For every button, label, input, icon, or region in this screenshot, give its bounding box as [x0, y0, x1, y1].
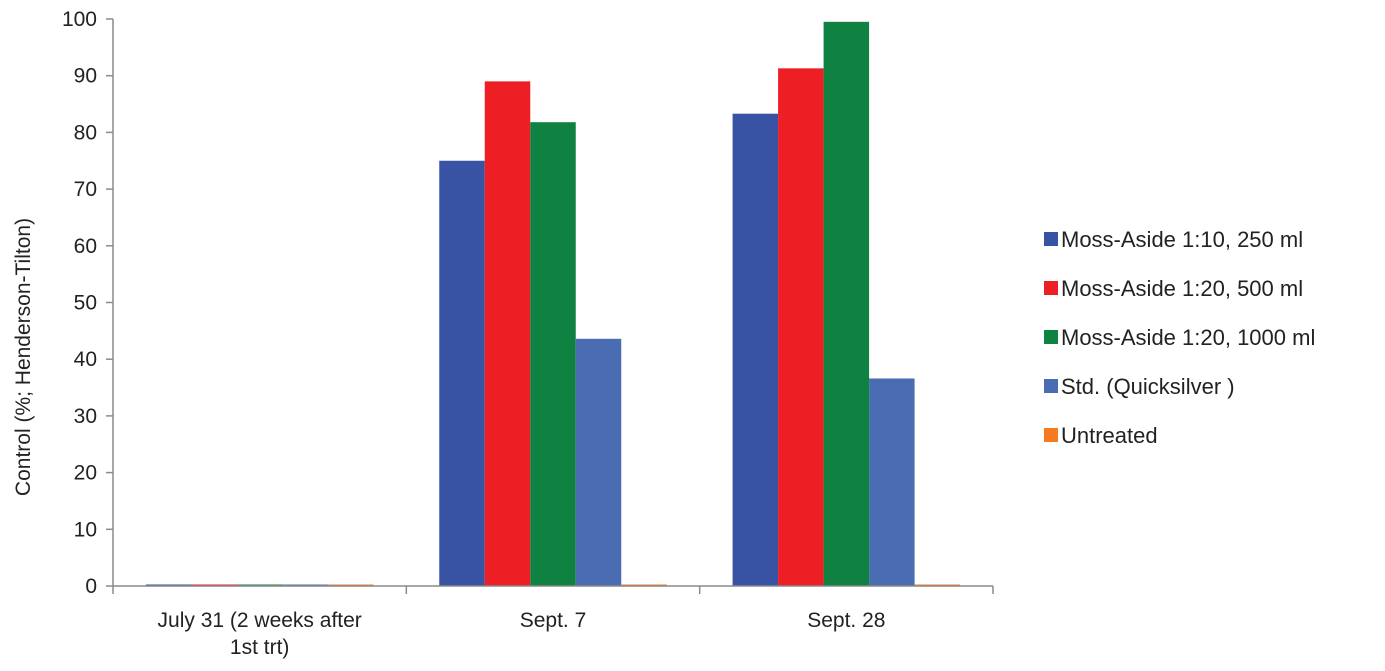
y-tick-label: 40: [74, 348, 97, 371]
bar: [575, 338, 622, 586]
y-tick-label: 50: [74, 292, 97, 315]
y-tick-label: 0: [85, 575, 97, 598]
y-tick-label: 100: [62, 8, 97, 31]
x-category-labels: July 31 (2 weeks after 1st trt) Sept. 7 Sep…: [158, 609, 886, 659]
legend-label: Moss-Aside 1:20, 500 ml: [1061, 276, 1303, 301]
y-tick-label: 60: [74, 235, 97, 258]
legend-label: Moss-Aside 1:10, 250 ml: [1061, 227, 1303, 252]
bar: [778, 68, 824, 587]
legend-label: Std. (Quicksilver ): [1061, 374, 1235, 399]
legend-swatch: [1044, 330, 1058, 344]
legend-swatch: [1044, 281, 1058, 295]
y-tick-label: 20: [74, 462, 97, 485]
y-tick-label: 80: [74, 121, 97, 144]
bar: [869, 378, 915, 586]
legend-swatch: [1044, 379, 1058, 393]
y-tick-label: 90: [74, 65, 97, 88]
legend-swatch: [1044, 232, 1058, 246]
legend-label: Moss-Aside 1:20, 1000 ml: [1061, 325, 1315, 350]
bars-layer: [145, 21, 961, 587]
legend-swatch: [1044, 428, 1058, 442]
legend: Moss-Aside 1:10, 250 ml Moss-Aside 1:20, …: [1044, 227, 1315, 448]
y-tick-label: 70: [74, 178, 97, 201]
y-tick-label: 30: [74, 405, 97, 428]
bar: [530, 122, 576, 586]
bar: [484, 81, 531, 587]
y-tick-labels: 0 10 20 30 40 50 60 70 80 90 100: [62, 8, 97, 598]
bar: [823, 21, 870, 586]
axes-layer: [106, 18, 994, 594]
y-tick-label: 10: [74, 518, 97, 541]
y-axis-title: Control (%; Henderson-Tilton): [12, 218, 35, 496]
bar: [439, 160, 485, 586]
x-category-label: Sept. 7: [520, 609, 587, 632]
x-category-label: July 31 (2 weeks after 1st trt): [158, 609, 362, 659]
bar: [732, 113, 779, 587]
legend-label: Untreated: [1061, 423, 1158, 448]
x-category-label: Sept. 28: [807, 609, 885, 632]
